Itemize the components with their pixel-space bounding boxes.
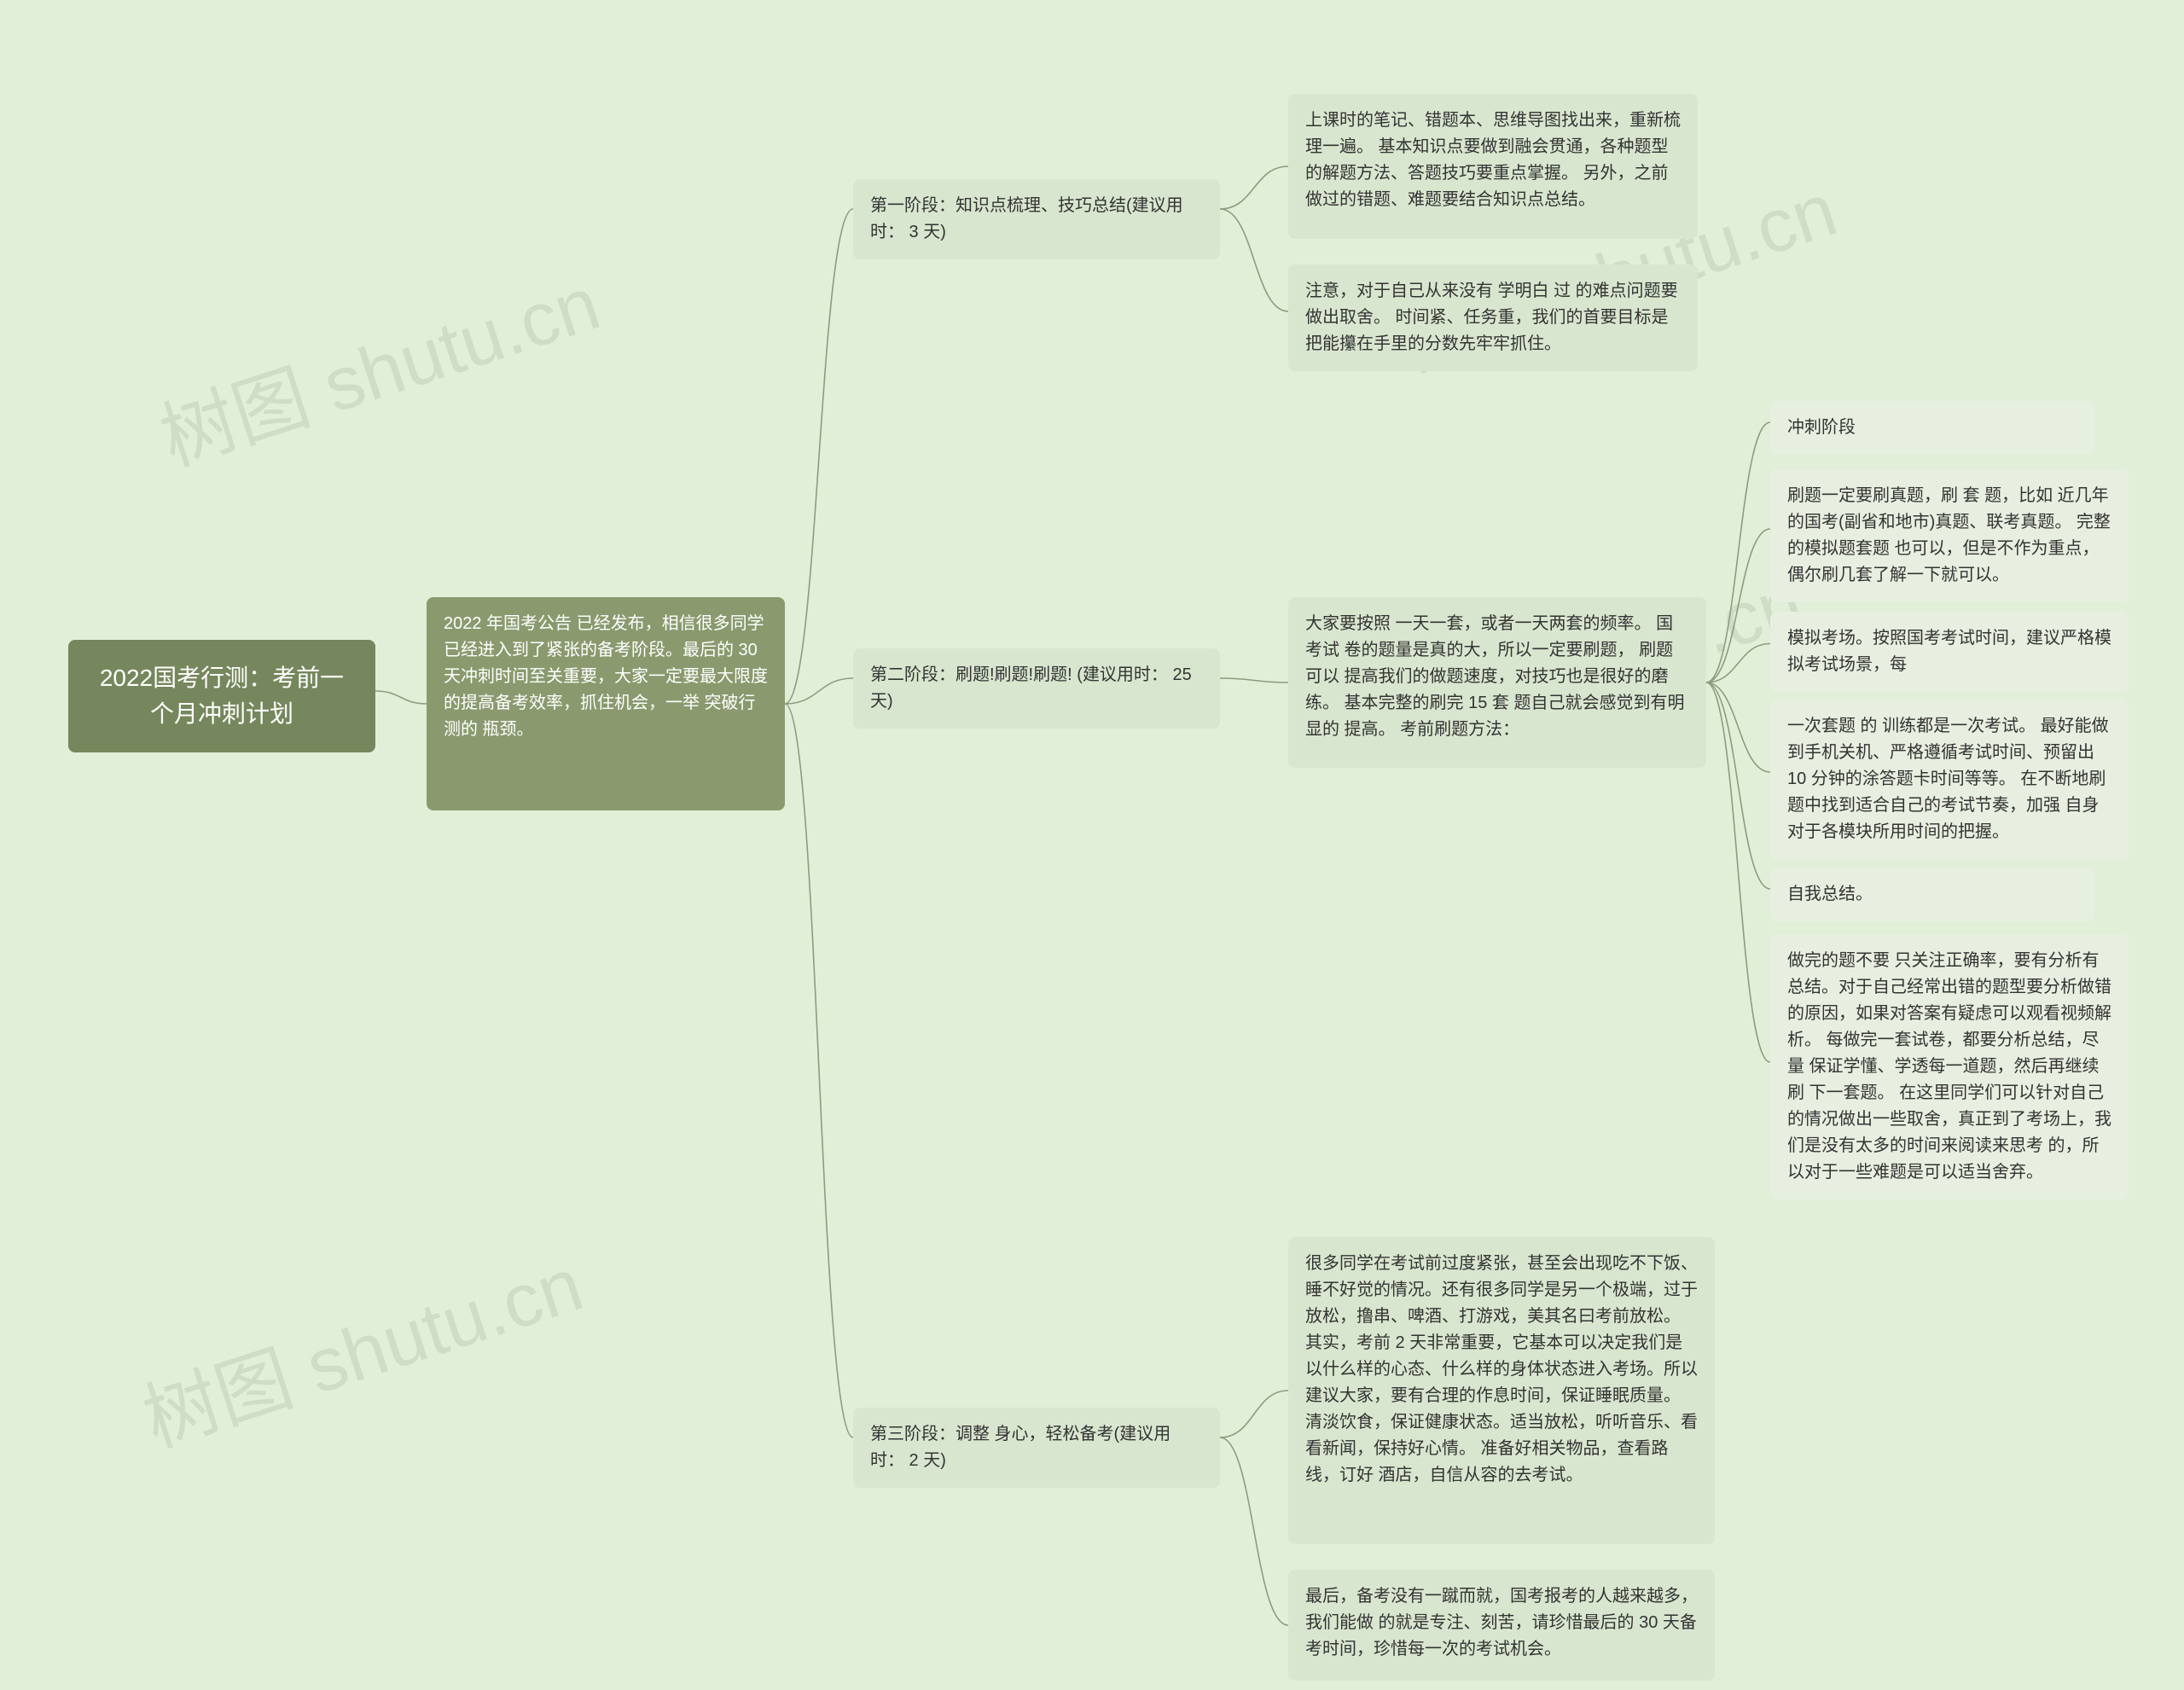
intro-node: 2022 年国考公告 已经发布，相信很多同学已经进入到了紧张的备考阶段。最后的 … [427, 597, 785, 810]
phase-3-child-1: 很多同学在考试前过度紧张，甚至会出现吃不下饭、 睡不好觉的情况。还有很多同学是另… [1288, 1237, 1715, 1544]
phase-2-child-1-sub-6: 做完的题不要 只关注正确率，要有分析有总结。对于自己经常出错的题型要分析做错的原… [1770, 934, 2129, 1199]
phase-1: 第一阶段：知识点梳理、技巧总结(建议用时： 3 天) [853, 179, 1220, 259]
phase-2: 第二阶段：刷题!刷题!刷题! (建议用时： 25 天) [853, 648, 1220, 729]
phase-2-child-1: 大家要按照 一天一套，或者一天两套的频率。 国考试 卷的题量是真的大，所以一定要… [1288, 597, 1706, 768]
phase-3: 第三阶段：调整 身心，轻松备考(建议用时： 2 天) [853, 1408, 1220, 1488]
phase-2-child-1-sub-1: 冲刺阶段 [1770, 401, 2094, 455]
phase-3-child-2: 最后，备考没有一蹴而就，国考报考的人越来越多，我们能做 的就是专注、刻苦，请珍惜… [1288, 1570, 1715, 1681]
root-node: 2022国考行测：考前一个月冲刺计划 [68, 640, 375, 752]
phase-2-child-1-sub-5: 自我总结。 [1770, 868, 2094, 921]
phase-1-child-2: 注意，对于自己从来没有 学明白 过 的难点问题要做出取舍。 时间紧、任务重，我们… [1288, 264, 1698, 371]
phase-2-child-1-sub-4: 一次套题 的 训练都是一次考试。 最好能做到手机关机、严格遵循考试时间、预留出 … [1770, 700, 2129, 859]
phase-2-child-1-sub-3: 模拟考场。按照国考考试时间，建议严格模拟考试场景，每 [1770, 612, 2129, 692]
phase-2-child-1-sub-2: 刷题一定要刷真题，刷 套 题，比如 近几年的国考(副省和地市)真题、联考真题。 … [1770, 469, 2129, 602]
phase-1-child-1: 上课时的笔记、错题本、思维导图找出来，重新梳理一遍。 基本知识点要做到融会贯通，… [1288, 94, 1698, 239]
